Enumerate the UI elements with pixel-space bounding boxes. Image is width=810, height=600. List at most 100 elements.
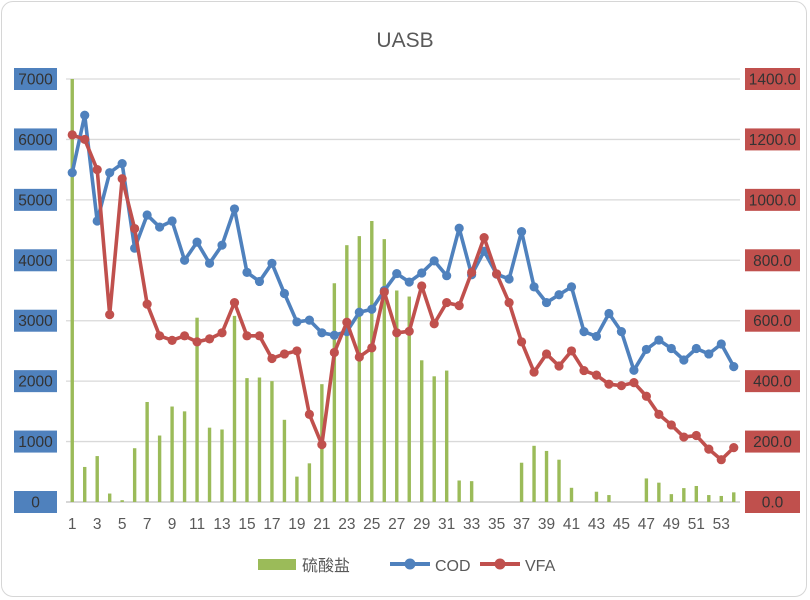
left-axis-tick[interactable]: 2000	[14, 370, 57, 393]
left-axis-tick[interactable]: 4000	[14, 249, 57, 272]
cod-marker[interactable]	[367, 304, 377, 314]
cod-marker[interactable]	[679, 355, 689, 365]
sulfate-bar[interactable]	[469, 481, 474, 502]
vfa-marker[interactable]	[654, 409, 664, 419]
cod-marker[interactable]	[142, 210, 152, 220]
cod-marker[interactable]	[429, 256, 439, 266]
sulfate-bar[interactable]	[157, 435, 162, 502]
sulfate-bar[interactable]	[519, 462, 524, 502]
vfa-marker[interactable]	[679, 432, 689, 442]
cod-marker[interactable]	[67, 168, 77, 178]
vfa-marker[interactable]	[629, 378, 639, 388]
vfa-marker[interactable]	[529, 367, 539, 377]
cod-marker[interactable]	[254, 276, 265, 287]
right-axis-tick[interactable]: 800.0	[745, 249, 800, 272]
legend-item-sulfate[interactable]: 硫酸盐	[258, 557, 350, 575]
vfa-marker[interactable]	[267, 353, 277, 364]
sulfate-bar[interactable]	[607, 495, 611, 502]
cod-marker[interactable]	[92, 216, 102, 226]
cod-marker[interactable]	[641, 344, 651, 355]
cod-marker[interactable]	[317, 328, 327, 338]
cod-marker[interactable]	[392, 268, 402, 279]
sulfate-bar[interactable]	[83, 466, 87, 502]
cod-marker[interactable]	[442, 271, 452, 281]
vfa-marker[interactable]	[292, 346, 302, 356]
x-axis-label[interactable]: 17	[263, 516, 280, 533]
right-axis-tick[interactable]: 1400.0	[745, 68, 800, 90]
sulfate-bar[interactable]	[107, 493, 112, 502]
x-axis-label[interactable]: 15	[238, 516, 255, 533]
sulfate-bar[interactable]	[707, 495, 711, 502]
sulfate-bar[interactable]	[694, 485, 699, 502]
cod-marker[interactable]	[554, 290, 564, 300]
vfa-marker[interactable]	[105, 310, 115, 320]
vfa-marker[interactable]	[429, 319, 439, 329]
vfa-marker[interactable]	[392, 328, 402, 338]
vfa-marker[interactable]	[192, 337, 202, 347]
cod-marker[interactable]	[716, 339, 726, 349]
sulfate-bar[interactable]	[307, 463, 312, 502]
cod-marker[interactable]	[691, 343, 701, 354]
x-axis-label[interactable]: 31	[438, 516, 455, 533]
cod-marker[interactable]	[629, 365, 639, 375]
sulfate-bar[interactable]	[295, 476, 299, 502]
x-axis-label[interactable]: 9	[168, 516, 177, 533]
x-axis-label[interactable]: 49	[663, 516, 680, 533]
sulfate-bar[interactable]	[682, 488, 686, 502]
cod-marker[interactable]	[529, 282, 539, 292]
sulfate-bar[interactable]	[332, 283, 337, 502]
cod-marker[interactable]	[704, 349, 714, 359]
vfa-marker[interactable]	[317, 439, 327, 450]
cod-marker[interactable]	[304, 315, 314, 325]
vfa-marker[interactable]	[716, 455, 726, 465]
x-axis-label[interactable]: 35	[488, 516, 505, 533]
vfa-marker[interactable]	[142, 299, 152, 309]
cod-marker[interactable]	[267, 258, 277, 268]
cod-marker[interactable]	[80, 110, 90, 120]
sulfate-bar[interactable]	[145, 401, 149, 502]
sulfate-bar[interactable]	[395, 290, 399, 503]
cod-marker[interactable]	[229, 204, 240, 214]
vfa-marker[interactable]	[492, 269, 502, 279]
vfa-marker[interactable]	[304, 409, 314, 419]
vfa-marker[interactable]	[155, 331, 165, 341]
cod-marker[interactable]	[566, 282, 577, 292]
sulfate-bar[interactable]	[270, 381, 274, 502]
cod-marker[interactable]	[204, 258, 215, 268]
x-axis-label[interactable]: 29	[413, 516, 430, 533]
vfa-marker[interactable]	[80, 134, 90, 145]
cod-marker[interactable]	[242, 267, 252, 277]
vfa-marker[interactable]	[417, 281, 427, 291]
x-axis-label[interactable]: 25	[363, 516, 380, 533]
legend-item-cod[interactable]: COD	[390, 558, 471, 575]
x-axis-label[interactable]: 1	[68, 516, 77, 533]
x-axis-label[interactable]: 13	[213, 516, 230, 533]
vfa-marker[interactable]	[729, 443, 739, 453]
vfa-marker[interactable]	[367, 343, 377, 353]
cod-marker[interactable]	[654, 335, 664, 345]
sulfate-bar[interactable]	[195, 317, 199, 502]
sulfate-bar[interactable]	[70, 79, 74, 502]
vfa-marker[interactable]	[92, 165, 102, 175]
sulfate-bar[interactable]	[170, 406, 174, 502]
vfa-marker[interactable]	[591, 370, 602, 380]
sulfate-bar[interactable]	[382, 239, 386, 502]
cod-marker[interactable]	[616, 326, 627, 337]
vfa-marker[interactable]	[641, 391, 651, 401]
vfa-marker[interactable]	[541, 349, 552, 359]
chart-title[interactable]: UASB	[376, 29, 433, 52]
vfa-marker[interactable]	[579, 365, 589, 376]
x-axis-label[interactable]: 7	[143, 516, 152, 533]
sulfate-bar[interactable]	[444, 370, 449, 502]
vfa-marker[interactable]	[254, 331, 265, 341]
vfa-marker[interactable]	[329, 347, 339, 358]
x-axis-label[interactable]: 37	[513, 516, 530, 533]
cod-marker[interactable]	[579, 326, 589, 337]
sulfate-bar[interactable]	[532, 445, 536, 502]
vfa-marker[interactable]	[354, 352, 364, 362]
right-axis-tick[interactable]: 600.0	[745, 309, 800, 332]
cod-marker[interactable]	[417, 268, 427, 278]
cod-marker[interactable]	[666, 343, 676, 354]
vfa-marker[interactable]	[67, 130, 77, 140]
left-axis-tick[interactable]: 5000	[14, 188, 57, 211]
